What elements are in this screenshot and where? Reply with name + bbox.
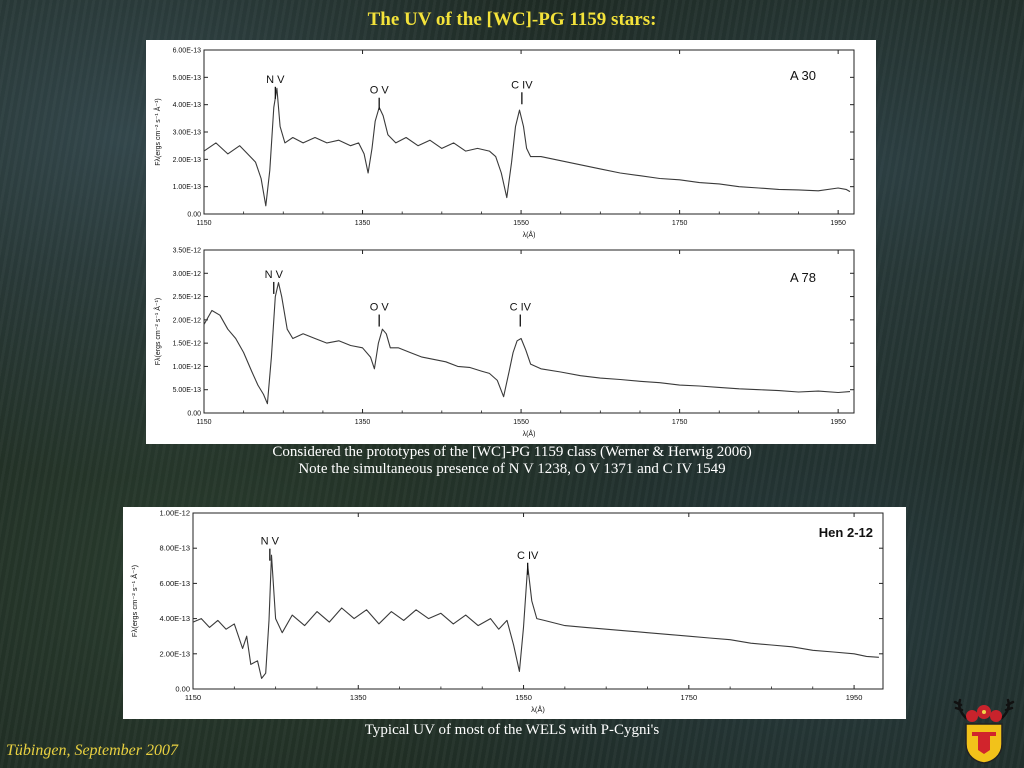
spectrum-line [192,554,879,679]
line-id-label: C IV [511,79,533,91]
x-tick-label: 1750 [680,693,697,702]
y-tick-label: 0.00 [187,212,201,219]
y-tick-label: 3.50E-12 [173,248,202,255]
x-axis-label: λ(Å) [523,429,536,438]
spectrum-panel-a30: 0.00 1.00E-13 2.00E-13 3.00E-13 4.00E-13 5.00… [146,40,876,242]
x-tick-label: 1150 [196,220,211,227]
caption-line-1: Considered the prototypes of the [WC]-PG… [272,444,752,460]
star-label: A 78 [790,270,816,285]
y-tick-label: 3.00E-13 [173,130,202,137]
star-label: Hen 2-12 [819,525,873,540]
x-tick-label: 1550 [513,220,529,227]
y-axis-label: Fλ(ergs cm⁻² s⁻¹ Å⁻¹) [153,298,162,365]
x-tick-label: 1950 [846,693,863,702]
y-tick-label: 0.00 [187,411,201,418]
y-tick-label: 6.00E-13 [160,579,190,588]
chart-a30: 0.00 1.00E-13 2.00E-13 3.00E-13 4.00E-13 5.00… [153,48,855,239]
x-tick-label: 1550 [513,419,529,426]
x-tick-label: 1550 [515,693,532,702]
slide-title: The UV of the [WC]-PG 1159 stars: [367,9,657,30]
spectrum-panel-hen2-12: 0.00 2.00E-13 4.00E-13 6.00E-13 8.00E-13 1.00… [123,507,906,719]
line-id-label: N V [261,536,280,548]
star-label: A 30 [790,68,816,83]
line-id-label: C IV [510,302,532,314]
x-tick-label: 1950 [830,419,846,426]
chart-hen2-12: 0.00 2.00E-13 4.00E-13 6.00E-13 8.00E-13 1.00… [130,509,884,714]
y-tick-label: 5.00E-13 [173,387,202,394]
x-tick-label: 1350 [355,419,371,426]
y-tick-label: 4.00E-13 [173,102,202,109]
plot-frame [192,512,884,690]
y-tick-label: 5.00E-13 [173,75,202,82]
x-tick-label: 1750 [672,419,688,426]
x-tick-label: 1150 [196,419,211,426]
y-tick-label: 1.00E-12 [173,364,202,371]
y-tick-label: 8.00E-13 [160,544,190,553]
x-tick-label: 1950 [830,220,846,227]
y-tick-label: 1.50E-12 [173,341,202,348]
y-tick-label: 2.00E-13 [173,157,202,164]
y-axis-label: Fλ(ergs cm⁻² s⁻¹ Å⁻¹) [130,564,139,637]
caption-line-2: Note the simultaneous presence of N V 12… [298,461,726,477]
x-axis-label: λ(Å) [523,230,536,239]
spectrum-panel-a78: 0.00 5.00E-13 1.00E-12 1.50E-12 2.00E-12 2.50… [146,242,876,444]
y-tick-label: 2.00E-13 [160,649,190,658]
line-id-label: N V [266,74,285,86]
x-axis-label: λ(Å) [531,705,545,714]
y-axis-label: Fλ(ergs cm⁻² s⁻¹ Å⁻¹) [153,98,162,165]
spectrum-line [203,87,851,207]
spectrum-line [203,282,851,405]
tuebingen-crest-icon [953,698,1015,764]
plot-frame [203,49,855,215]
y-tick-label: 1.00E-13 [173,184,202,191]
y-tick-label: 1.00E-12 [160,509,190,518]
x-tick-label: 1150 [185,693,201,702]
footer-location-date: Tübingen, September 2007 [6,742,178,759]
x-tick-label: 1350 [350,693,367,702]
line-id-label: O V [370,85,390,97]
y-tick-label: 2.50E-12 [173,294,202,301]
line-id-label: C IV [517,550,539,562]
caption-top: Considered the prototypes of the [WC]-PG… [0,444,1024,478]
plot-frame [203,249,855,414]
y-tick-label: 6.00E-13 [173,48,202,55]
x-tick-label: 1350 [355,220,371,227]
x-tick-label: 1750 [672,220,688,227]
y-tick-label: 2.00E-12 [173,317,202,324]
caption-bottom: Typical UV of most of the WELS with P-Cy… [364,722,660,738]
line-id-label: O V [370,302,390,314]
y-tick-label: 4.00E-13 [160,614,190,623]
line-id-label: N V [265,269,284,281]
y-tick-label: 0.00 [175,685,190,694]
chart-a78: 0.00 5.00E-13 1.00E-12 1.50E-12 2.00E-12 2.50… [153,248,855,438]
y-tick-label: 3.00E-12 [173,271,202,278]
